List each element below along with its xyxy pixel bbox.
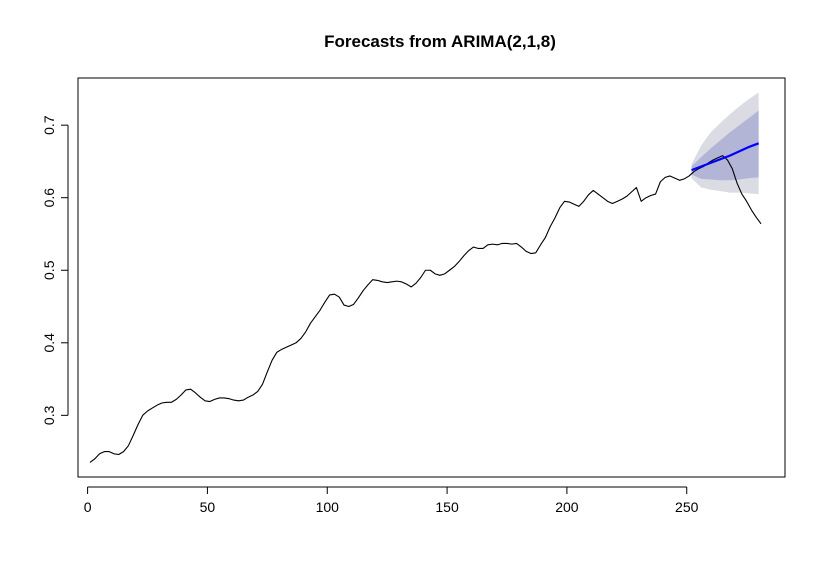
y-tick-label: 0.6 [41,188,57,208]
x-axis: 0 50 100 150 200 250 [84,486,699,515]
y-tick-label: 0.5 [41,260,57,280]
y-axis: 0.3 0.4 0.5 0.6 0.7 [41,115,69,425]
x-tick-label: 50 [200,499,216,515]
y-tick-label: 0.4 [41,333,57,353]
y-tick-label: 0.7 [41,115,57,135]
x-tick-label: 0 [84,499,92,515]
x-tick-label: 100 [316,499,340,515]
observed-series-line [89,155,762,463]
series-layer [89,142,762,463]
chart-title: Forecasts from ARIMA(2,1,8) [324,32,556,51]
x-tick-label: 200 [555,499,579,515]
x-tick-label: 150 [435,499,459,515]
y-tick-label: 0.3 [41,405,57,425]
x-tick-label: 250 [675,499,699,515]
prediction-bands [691,92,759,195]
plot-frame [77,77,786,478]
forecast-mean-line [691,142,760,172]
